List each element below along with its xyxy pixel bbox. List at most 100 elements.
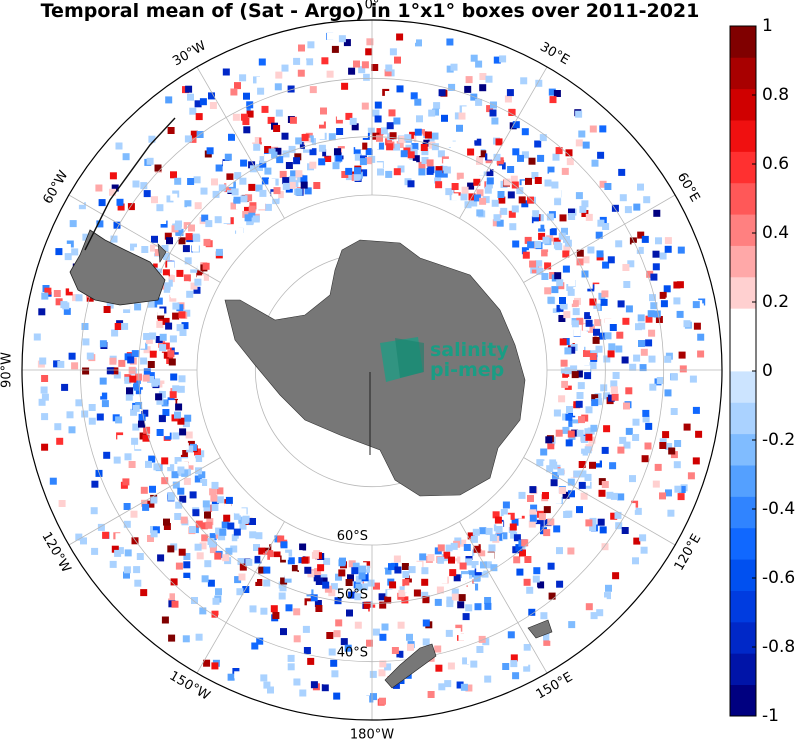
anomaly-cell xyxy=(300,181,308,189)
anomaly-cell xyxy=(53,290,61,297)
anomaly-cell xyxy=(226,173,234,181)
anomaly-cell xyxy=(293,157,301,165)
anomaly-cell xyxy=(163,253,170,260)
anomaly-cell xyxy=(639,364,647,372)
latitude-label: 50°S xyxy=(337,587,368,602)
anomaly-cell xyxy=(147,500,155,508)
anomaly-cell xyxy=(123,520,131,528)
anomaly-cell xyxy=(151,603,159,611)
anomaly-cell xyxy=(536,459,544,467)
anomaly-cell xyxy=(272,612,280,619)
anomaly-cell xyxy=(182,420,190,428)
anomaly-cell xyxy=(604,319,612,326)
anomaly-cell xyxy=(662,369,670,377)
anomaly-cell xyxy=(566,406,573,413)
meridian-line xyxy=(523,457,676,546)
anomaly-cell xyxy=(531,216,539,224)
anomaly-cell xyxy=(198,471,206,479)
anomaly-cell xyxy=(177,92,185,100)
anomaly-cell xyxy=(297,563,305,571)
anomaly-cell xyxy=(422,638,430,646)
anomaly-cell xyxy=(686,478,694,486)
anomaly-cell xyxy=(199,607,207,615)
anomaly-cell xyxy=(248,205,256,213)
anomaly-cell xyxy=(679,365,687,373)
anomaly-cell xyxy=(228,133,235,141)
anomaly-cell xyxy=(167,275,175,283)
anomaly-cell xyxy=(189,491,197,499)
anomaly-cell xyxy=(282,177,290,185)
anomaly-cell xyxy=(263,566,271,574)
anomaly-cell xyxy=(615,240,623,248)
anomaly-cell xyxy=(640,546,648,554)
anomaly-cell xyxy=(512,148,520,156)
anomaly-cell xyxy=(142,527,150,535)
anomaly-cell xyxy=(462,574,469,582)
anomaly-cell xyxy=(526,586,534,594)
anomaly-cell xyxy=(162,317,170,325)
anomaly-cell xyxy=(460,683,468,691)
colorbar-segment xyxy=(730,402,756,435)
anomaly-cell xyxy=(209,533,217,541)
anomaly-cell xyxy=(287,557,295,565)
anomaly-cell xyxy=(150,244,157,252)
anomaly-cell xyxy=(151,379,159,387)
anomaly-cell xyxy=(562,491,570,499)
anomaly-cell xyxy=(495,165,502,173)
anomaly-cell xyxy=(258,566,266,574)
anomaly-cell xyxy=(301,134,309,141)
anomaly-cell xyxy=(90,507,98,515)
anomaly-cell xyxy=(445,544,453,552)
anomaly-cell xyxy=(124,376,132,384)
anomaly-cell xyxy=(328,133,336,141)
anomaly-cell xyxy=(261,177,269,185)
anomaly-cell xyxy=(386,143,394,151)
anomaly-cell xyxy=(470,62,478,69)
anomaly-cell xyxy=(207,579,215,587)
anomaly-cell xyxy=(240,159,248,167)
anomaly-cell xyxy=(462,613,470,621)
anomaly-cell xyxy=(276,156,284,164)
anomaly-cell xyxy=(525,177,532,185)
colorbar-segment xyxy=(730,151,756,184)
anomaly-cell xyxy=(127,432,135,440)
anomaly-cell xyxy=(486,177,494,185)
anomaly-cell xyxy=(196,552,204,560)
anomaly-cell xyxy=(557,468,565,476)
anomaly-cell xyxy=(315,605,323,612)
anomaly-cell xyxy=(566,397,574,404)
anomaly-cell xyxy=(141,389,149,397)
anomaly-cell xyxy=(495,526,503,533)
anomaly-cell xyxy=(369,73,377,81)
anomaly-cell xyxy=(86,352,94,360)
anomaly-cell xyxy=(558,487,566,494)
anomaly-cell xyxy=(328,648,336,656)
anomaly-cell xyxy=(497,191,505,198)
anomaly-cell xyxy=(575,453,583,461)
anomaly-cell xyxy=(596,609,604,617)
anomaly-cell xyxy=(310,594,318,602)
anomaly-cell xyxy=(443,551,451,559)
anomaly-cell xyxy=(326,632,334,639)
logo-line1: salinity xyxy=(430,339,509,361)
anomaly-cell xyxy=(413,569,421,577)
anomaly-cell xyxy=(652,263,660,271)
anomaly-cell xyxy=(151,196,158,204)
anomaly-cell xyxy=(143,368,151,376)
anomaly-cell xyxy=(485,527,493,535)
anomaly-cell xyxy=(415,561,423,569)
anomaly-cell xyxy=(190,130,198,138)
anomaly-cell xyxy=(187,178,195,185)
anomaly-cell xyxy=(530,587,538,595)
anomaly-cell xyxy=(318,121,326,129)
anomaly-cell xyxy=(152,256,160,264)
anomaly-cell xyxy=(117,435,125,443)
meridian-line xyxy=(68,194,221,283)
anomaly-cell xyxy=(365,688,373,696)
anomaly-cell xyxy=(529,509,537,517)
anomaly-cell xyxy=(299,60,307,68)
anomaly-cell xyxy=(637,183,644,191)
anomaly-cell xyxy=(398,135,406,143)
anomaly-cell xyxy=(589,362,597,370)
anomaly-cell xyxy=(256,637,264,645)
